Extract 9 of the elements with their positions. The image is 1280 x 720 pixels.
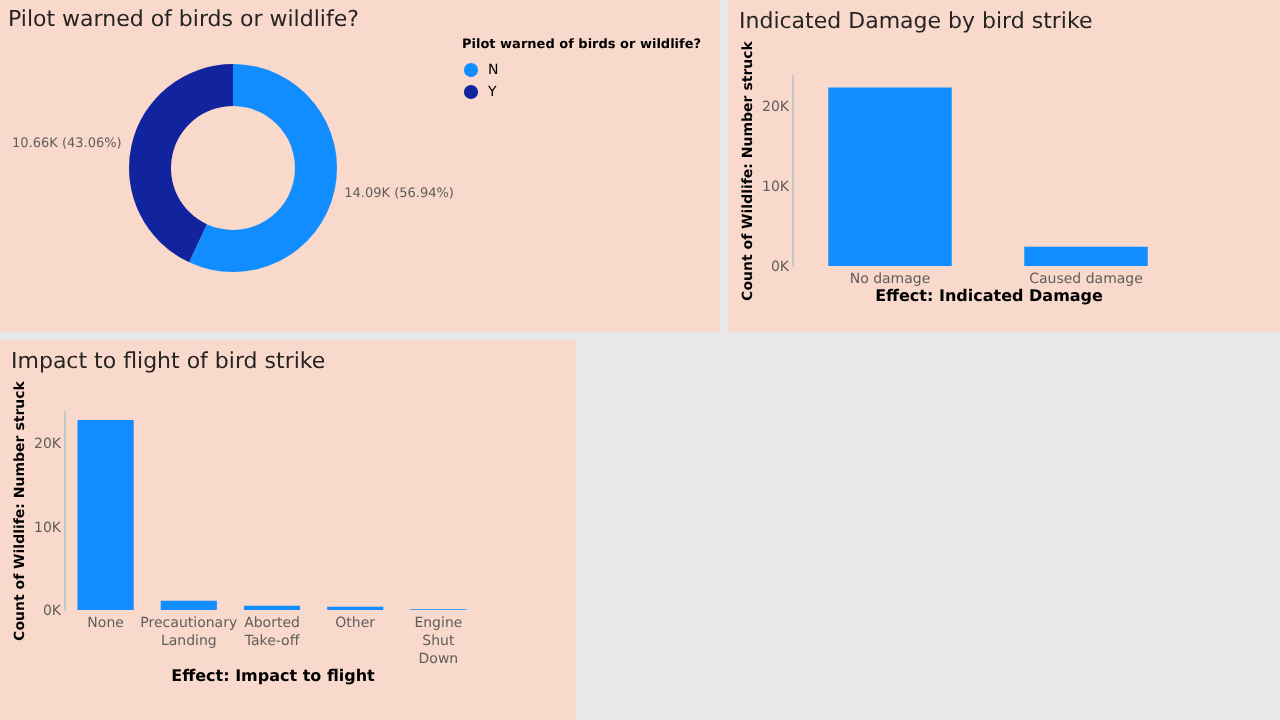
- chart-title: Impact to flight of bird strike: [11, 348, 326, 375]
- bar: [160, 600, 217, 610]
- chart-title: Pilot warned of birds or wildlife?: [8, 6, 360, 32]
- donut-slice: [189, 64, 337, 272]
- x-axis-title: Effect: Indicated Damage: [875, 287, 1105, 305]
- donut-slice: [129, 64, 233, 263]
- bar: [77, 420, 134, 610]
- chart-title: Indicated Damage by bird strike: [739, 8, 1093, 35]
- x-axis-title: Effect: Impact to flight: [171, 667, 376, 685]
